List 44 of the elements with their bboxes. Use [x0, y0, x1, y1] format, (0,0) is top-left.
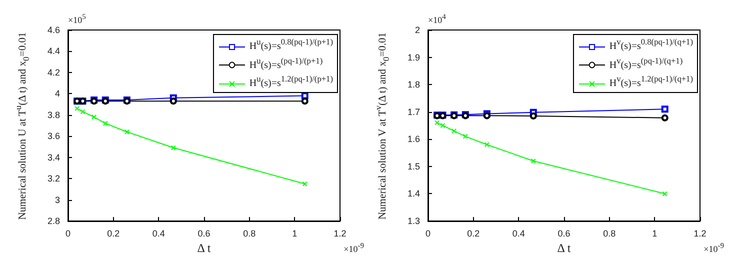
x-tick-label: 0 [65, 228, 71, 238]
legend-label: H$^{u}$(s)=s$^{0.8(pq-1)/(p+1)}$ [249, 38, 333, 52]
legend-label: H$^{v}$(s)=s$^{(pq-1)/(q+1)}$ [609, 56, 683, 71]
x-tick-label: 1.2 [334, 228, 346, 238]
y-tick-label: 2 [414, 25, 420, 35]
x-axis-title: Δ t [557, 241, 571, 255]
x-tick-label: 0.2 [107, 228, 120, 238]
y-tick-label: 4 [54, 88, 60, 99]
y-tick-label: 1.6 [407, 134, 420, 144]
x-tick-label: 0.8 [243, 228, 256, 238]
y-tick-label: 4.2 [47, 67, 60, 78]
y-tick-label: 3.8 [47, 110, 60, 120]
legend-label: H$^{v}$(s)=s$^{0.8(pq-1)/(q+1)}$ [609, 38, 693, 52]
y-tick-label: 2.8 [47, 216, 60, 226]
x-tick-label: 0.8 [603, 228, 616, 238]
y-tick-label: 4.6 [47, 25, 60, 35]
text: ×10$^{5}$ [68, 12, 86, 25]
y-tick-label: 1.3 [407, 216, 420, 226]
x-tick-label: 0.6 [198, 228, 210, 238]
x-tick-label: 0.2 [467, 228, 480, 238]
x-tick-label: 0.4 [512, 228, 525, 238]
legend-label: H$^{u}$(s)=s$^{(pq-1)/(p+1)}$ [249, 56, 323, 71]
y-tick-label: 1.4 [407, 188, 420, 199]
text: ×10$^{-9}$ [344, 241, 364, 254]
y-tick-label: 1.5 [407, 161, 420, 172]
y-tick-label: 1.7 [407, 106, 420, 117]
x-tick-label: 1 [652, 228, 658, 238]
y-tick-label: 3.2 [47, 174, 60, 184]
legend-label: H$^{u}$(s)=s$^{1.2(pq-1)/(p+1)}$ [249, 74, 333, 89]
y-tick-label: 4.4 [47, 46, 60, 56]
legend-label: H$^{v}$(s)=s$^{1.2(pq-1)/(q+1)}$ [609, 74, 693, 89]
text: ×10$^{4}$ [428, 12, 446, 25]
text: ×10$^{-9}$ [704, 241, 724, 254]
x-tick-label: 0.6 [558, 228, 570, 238]
y-tick-label: 3 [54, 194, 60, 205]
x-tick-label: 1.2 [694, 228, 706, 238]
y-tick-label: 3.6 [47, 131, 60, 142]
x-axis-title: Δ t [197, 241, 211, 255]
x-tick-label: 1 [292, 228, 298, 238]
x-tick-label: 0.4 [152, 228, 165, 238]
y-tick-label: 1.9 [407, 52, 420, 62]
y-tick-label: 1.8 [407, 80, 420, 90]
y-tick-label: 3.4 [47, 152, 60, 162]
x-tick-label: 0 [425, 228, 431, 238]
